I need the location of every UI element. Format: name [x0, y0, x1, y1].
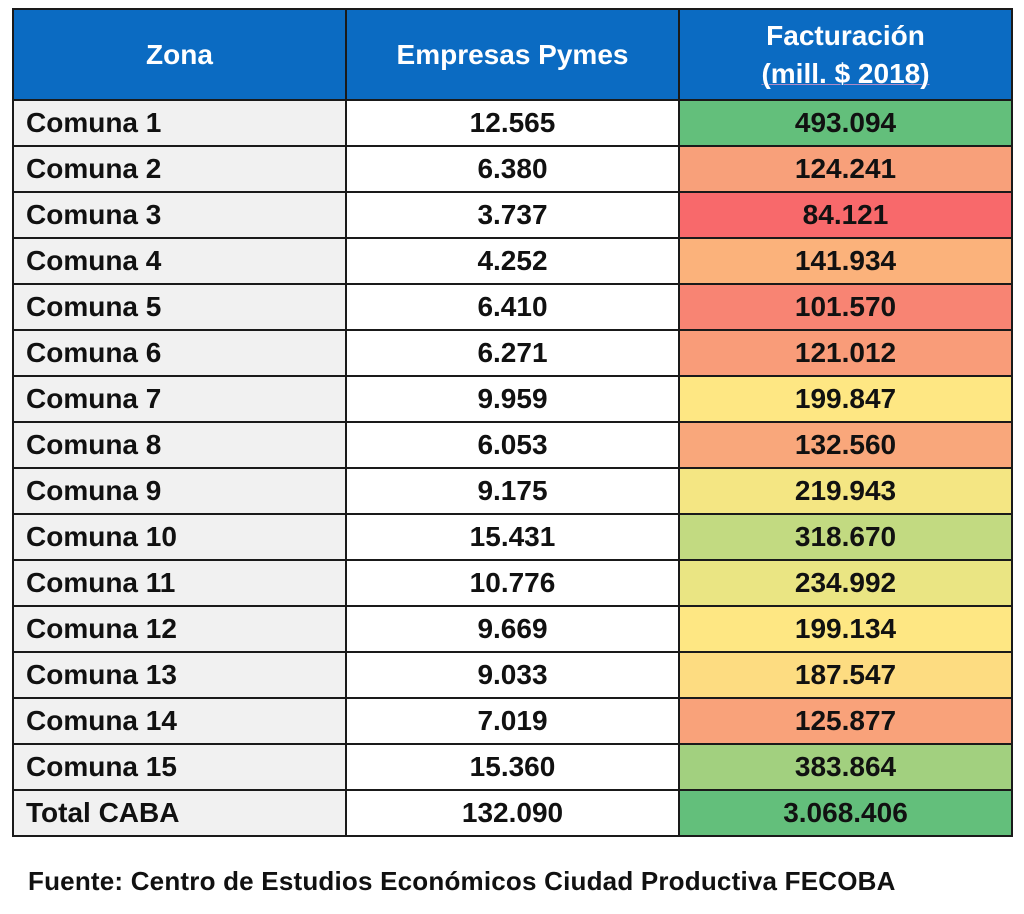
- cell-zona: Comuna 8: [12, 421, 347, 469]
- cell-zona: Total CABA: [12, 789, 347, 837]
- table-body: Comuna 1 12.565 493.094 Comuna 2 6.380 124.24…: [12, 99, 1013, 837]
- cell-empresas: 12.565: [345, 99, 680, 147]
- cell-facturacion: 318.670: [678, 513, 1013, 561]
- table-row: Comuna 6 6.271 121.012: [12, 329, 1013, 377]
- cell-empresas: 15.431: [345, 513, 680, 561]
- cell-empresas: 9.959: [345, 375, 680, 423]
- cell-facturacion: 124.241: [678, 145, 1013, 193]
- cell-facturacion: 219.943: [678, 467, 1013, 515]
- cell-zona: Comuna 7: [12, 375, 347, 423]
- source-note: Fuente: Centro de Estudios Económicos Ci…: [28, 866, 896, 896]
- cell-empresas: 6.271: [345, 329, 680, 377]
- table-row: Comuna 3 3.737 84.121: [12, 191, 1013, 239]
- cell-zona: Comuna 6: [12, 329, 347, 377]
- cell-zona: Comuna 13: [12, 651, 347, 699]
- table-row: Total CABA 132.090 3.068.406: [12, 789, 1013, 837]
- table-row: Comuna 13 9.033 187.547: [12, 651, 1013, 699]
- header-row: Zona Empresas Pymes Facturación (mill. $…: [12, 8, 1013, 101]
- cell-facturacion: 187.547: [678, 651, 1013, 699]
- cell-empresas: 132.090: [345, 789, 680, 837]
- cell-facturacion: 132.560: [678, 421, 1013, 469]
- table-row: Comuna 8 6.053 132.560: [12, 421, 1013, 469]
- table-row: Comuna 4 4.252 141.934: [12, 237, 1013, 285]
- cell-facturacion: 234.992: [678, 559, 1013, 607]
- cell-zona: Comuna 14: [12, 697, 347, 745]
- cell-empresas: 9.033: [345, 651, 680, 699]
- header-facturacion-title: Facturación: [766, 19, 925, 51]
- table-row: Comuna 2 6.380 124.241: [12, 145, 1013, 193]
- header-facturacion-unit: (mill. $ 2018): [761, 57, 930, 89]
- cell-facturacion: 101.570: [678, 283, 1013, 331]
- table-row: Comuna 7 9.959 199.847: [12, 375, 1013, 423]
- cell-facturacion: 125.877: [678, 697, 1013, 745]
- table-row: Comuna 10 15.431 318.670: [12, 513, 1013, 561]
- cell-zona: Comuna 1: [12, 99, 347, 147]
- cell-facturacion: 199.134: [678, 605, 1013, 653]
- cell-facturacion: 199.847: [678, 375, 1013, 423]
- cell-facturacion: 383.864: [678, 743, 1013, 791]
- cell-facturacion: 121.012: [678, 329, 1013, 377]
- cell-facturacion: 3.068.406: [678, 789, 1013, 837]
- cell-empresas: 6.053: [345, 421, 680, 469]
- table-row: Comuna 9 9.175 219.943: [12, 467, 1013, 515]
- cell-zona: Comuna 4: [12, 237, 347, 285]
- table-row: Comuna 11 10.776 234.992: [12, 559, 1013, 607]
- table-row: Comuna 1 12.565 493.094: [12, 99, 1013, 147]
- cell-empresas: 4.252: [345, 237, 680, 285]
- header-facturacion: Facturación (mill. $ 2018): [678, 8, 1013, 101]
- table-row: Comuna 12 9.669 199.134: [12, 605, 1013, 653]
- cell-zona: Comuna 5: [12, 283, 347, 331]
- comunas-table: Zona Empresas Pymes Facturación (mill. $…: [12, 8, 1013, 837]
- cell-empresas: 7.019: [345, 697, 680, 745]
- table-row: Comuna 5 6.410 101.570: [12, 283, 1013, 331]
- cell-facturacion: 141.934: [678, 237, 1013, 285]
- cell-empresas: 9.175: [345, 467, 680, 515]
- cell-empresas: 3.737: [345, 191, 680, 239]
- cell-facturacion: 84.121: [678, 191, 1013, 239]
- cell-zona: Comuna 9: [12, 467, 347, 515]
- cell-empresas: 15.360: [345, 743, 680, 791]
- table-row: Comuna 14 7.019 125.877: [12, 697, 1013, 745]
- cell-zona: Comuna 15: [12, 743, 347, 791]
- table-row: Comuna 15 15.360 383.864: [12, 743, 1013, 791]
- cell-zona: Comuna 3: [12, 191, 347, 239]
- header-zona: Zona: [12, 8, 347, 101]
- cell-zona: Comuna 2: [12, 145, 347, 193]
- cell-empresas: 10.776: [345, 559, 680, 607]
- cell-empresas: 6.380: [345, 145, 680, 193]
- cell-facturacion: 493.094: [678, 99, 1013, 147]
- cell-zona: Comuna 12: [12, 605, 347, 653]
- cell-empresas: 6.410: [345, 283, 680, 331]
- cell-zona: Comuna 11: [12, 559, 347, 607]
- cell-zona: Comuna 10: [12, 513, 347, 561]
- cell-empresas: 9.669: [345, 605, 680, 653]
- header-empresas: Empresas Pymes: [345, 8, 680, 101]
